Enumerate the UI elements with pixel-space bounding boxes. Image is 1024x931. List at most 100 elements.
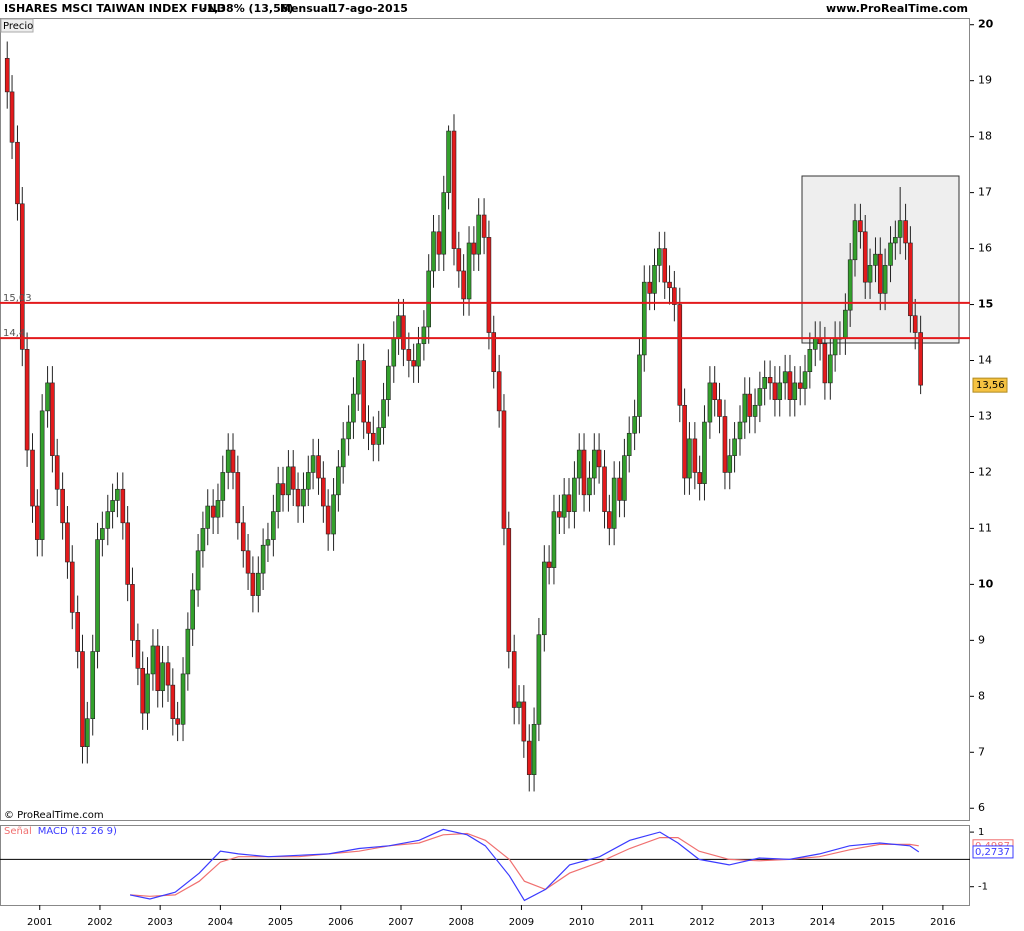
candle-body [446, 130, 451, 193]
candle-body [491, 332, 497, 373]
candle-body [65, 522, 70, 563]
candle-body [361, 360, 366, 423]
candle-body [792, 382, 798, 400]
candle-body [572, 477, 577, 512]
candle-body [632, 416, 637, 434]
candle-body [862, 231, 868, 283]
candle-body [295, 488, 301, 507]
candle-body [576, 449, 582, 479]
candle-body [426, 270, 432, 328]
candle-body [807, 349, 813, 373]
candle-body [918, 332, 923, 386]
candle-body [256, 572, 261, 596]
candle-body [305, 472, 311, 490]
candle-body [511, 651, 517, 708]
candle-body [260, 544, 266, 574]
candle-body [185, 628, 191, 675]
y-tick-label: 17 [978, 186, 992, 199]
x-tick-label: 2009 [509, 917, 534, 928]
candle-body [591, 449, 597, 479]
candle-body [290, 466, 296, 490]
candle-body [441, 192, 447, 255]
candle-body [702, 421, 707, 484]
candle-body [496, 371, 502, 412]
candle-body [526, 740, 532, 775]
candle-body [581, 449, 587, 496]
candle-body [888, 242, 893, 266]
candle-body [376, 427, 382, 445]
copyright: © ProRealTime.com [4, 810, 104, 821]
x-tick-label: 2014 [810, 917, 835, 928]
candle-body [536, 634, 542, 725]
candle-body [732, 438, 737, 456]
candle-body [205, 505, 211, 529]
candle-body [877, 253, 883, 294]
candle-body [69, 561, 75, 613]
candle-body [893, 237, 898, 244]
candle-body [697, 472, 702, 484]
y-tick-label: 8 [978, 689, 985, 702]
x-tick-label: 2011 [629, 917, 654, 928]
candle-body [401, 315, 406, 350]
candle-body [271, 511, 276, 540]
candle-body [24, 349, 30, 451]
candle-body [652, 265, 657, 294]
candle-body [310, 455, 316, 473]
candle-body [873, 253, 878, 266]
candle-body [60, 488, 65, 524]
candle-body [406, 349, 412, 361]
candle-body [225, 449, 231, 473]
candle-body [416, 343, 421, 367]
candle-body [120, 488, 126, 524]
candle-body [170, 684, 176, 720]
candle-body [411, 360, 416, 367]
candle-body [391, 337, 397, 367]
candle-body [351, 393, 356, 423]
candle-body [787, 371, 793, 400]
candle-body [506, 528, 512, 652]
candle-body [882, 265, 888, 294]
candle-body [777, 382, 783, 400]
candle-body [752, 404, 758, 417]
candle-body [647, 281, 652, 294]
y-tick-label: 16 [978, 242, 992, 255]
candle-body [230, 449, 236, 473]
site: www.ProRealTime.com [826, 2, 968, 15]
candle-body [45, 382, 50, 412]
candle-body [782, 371, 788, 384]
y-tick-label: 9 [978, 633, 985, 646]
date: 17-ago-2015 [330, 2, 408, 15]
candle-body [355, 360, 361, 395]
candle-body [557, 511, 562, 518]
legend-entry: MACD (12 26 9) [38, 826, 117, 837]
plot-layer: 6 7 8 9 10 11 12 13 14 15 16 17 18 19 20 2001 2002 2003 20… [0, 18, 1014, 928]
candle-body [747, 393, 752, 417]
candle-body [316, 455, 321, 479]
x-tick-label: 2004 [208, 917, 233, 928]
panel-label-box [0, 18, 34, 33]
candle-body [461, 270, 466, 300]
candle-body [546, 561, 552, 568]
candle-body [717, 399, 722, 417]
candle-body [677, 304, 683, 406]
candle-body [340, 438, 346, 468]
candle-body [135, 640, 141, 669]
candle-body [235, 472, 241, 524]
horizontal-line-label: 14,4 [3, 328, 25, 339]
candle-body [105, 511, 111, 529]
candle-body [286, 466, 291, 496]
candle-body [903, 220, 908, 244]
candle-body [737, 421, 743, 440]
y-tick-label: 13 [978, 409, 992, 422]
candle-body [95, 539, 100, 652]
candle-body [245, 550, 251, 574]
candle-body [301, 488, 306, 507]
y-tick-label: 15 [978, 298, 993, 311]
candle-body [847, 259, 853, 311]
panel-label: Precio [3, 21, 33, 32]
candle-body [727, 455, 733, 473]
y-tick-label: 6 [978, 801, 985, 814]
candle-body [828, 354, 833, 384]
